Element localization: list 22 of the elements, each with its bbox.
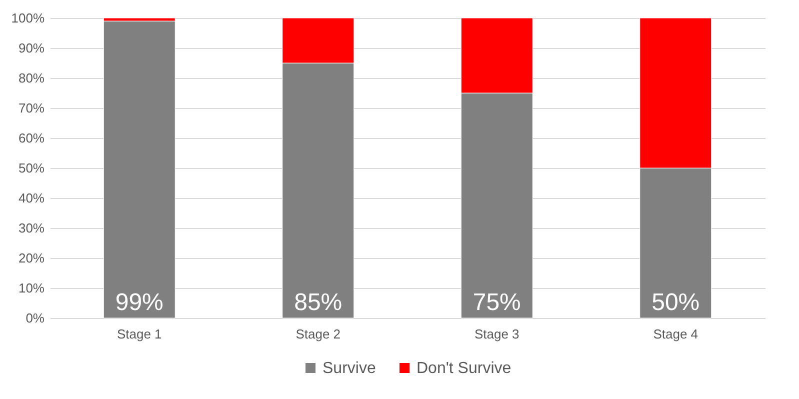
data-label: 99% bbox=[115, 289, 164, 316]
x-tick-label: Stage 4 bbox=[653, 326, 698, 342]
data-label: 75% bbox=[472, 289, 521, 316]
y-tick-label: 90% bbox=[18, 40, 45, 56]
y-tick-label: 30% bbox=[18, 220, 45, 236]
x-tick-label: Stage 2 bbox=[296, 326, 341, 342]
x-tick-label: Stage 1 bbox=[116, 326, 162, 342]
y-tick-label: 0% bbox=[26, 310, 45, 326]
legend-label: Survive bbox=[322, 360, 376, 377]
y-tick-label: 40% bbox=[18, 190, 45, 206]
y-tick-label: 100% bbox=[11, 10, 45, 26]
y-tick-label: 80% bbox=[18, 70, 45, 86]
bar bbox=[103, 20, 176, 318]
y-tick-label: 20% bbox=[18, 250, 45, 266]
y-tick-label: 60% bbox=[18, 130, 45, 146]
data-label: 85% bbox=[294, 289, 342, 316]
y-tick-label: 50% bbox=[18, 160, 45, 176]
y-tick-label: 70% bbox=[18, 100, 45, 116]
data-label: 50% bbox=[652, 289, 700, 316]
x-tick-label: Stage 3 bbox=[474, 326, 520, 342]
y-tick-label: 10% bbox=[18, 280, 45, 296]
legend-label: Don't Survive bbox=[416, 360, 512, 377]
